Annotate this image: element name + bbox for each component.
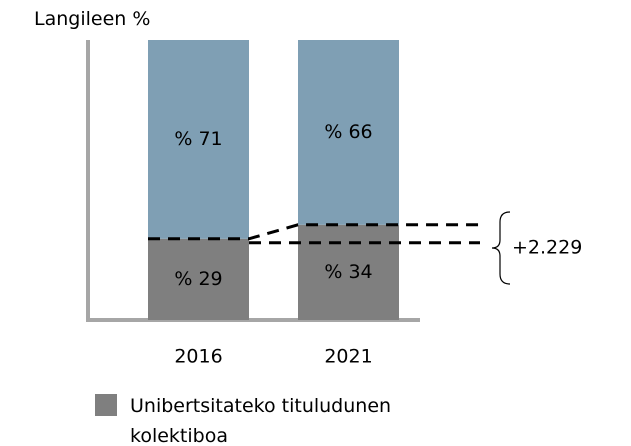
data-label: % 29	[174, 268, 222, 290]
legend-swatch	[95, 394, 117, 416]
bar-segment	[298, 224, 399, 320]
bar-segment	[148, 40, 249, 239]
bar-segment	[148, 238, 249, 320]
bar-segment	[298, 40, 399, 225]
chart-title: Langileen %	[34, 8, 151, 30]
dashed-line	[148, 223, 480, 241]
data-label: % 66	[324, 121, 372, 143]
brace	[491, 211, 511, 285]
x-tick-label: 2016	[174, 346, 222, 368]
data-label: % 34	[324, 261, 372, 283]
data-label: % 71	[174, 128, 222, 150]
x-tick-label: 2021	[324, 346, 372, 368]
legend-label: Unibertsitateko tituludunen kolektiboa	[130, 395, 392, 446]
annotation: +2.229	[512, 237, 582, 259]
